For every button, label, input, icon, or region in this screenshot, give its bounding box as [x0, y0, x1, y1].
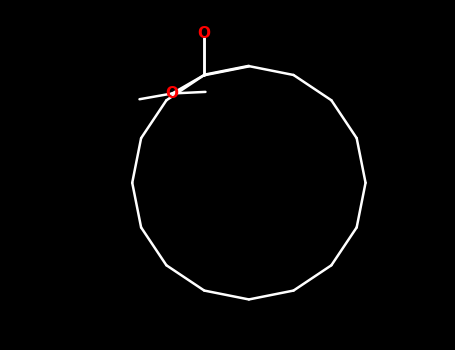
Text: O: O	[166, 86, 179, 101]
Text: O: O	[198, 26, 211, 41]
